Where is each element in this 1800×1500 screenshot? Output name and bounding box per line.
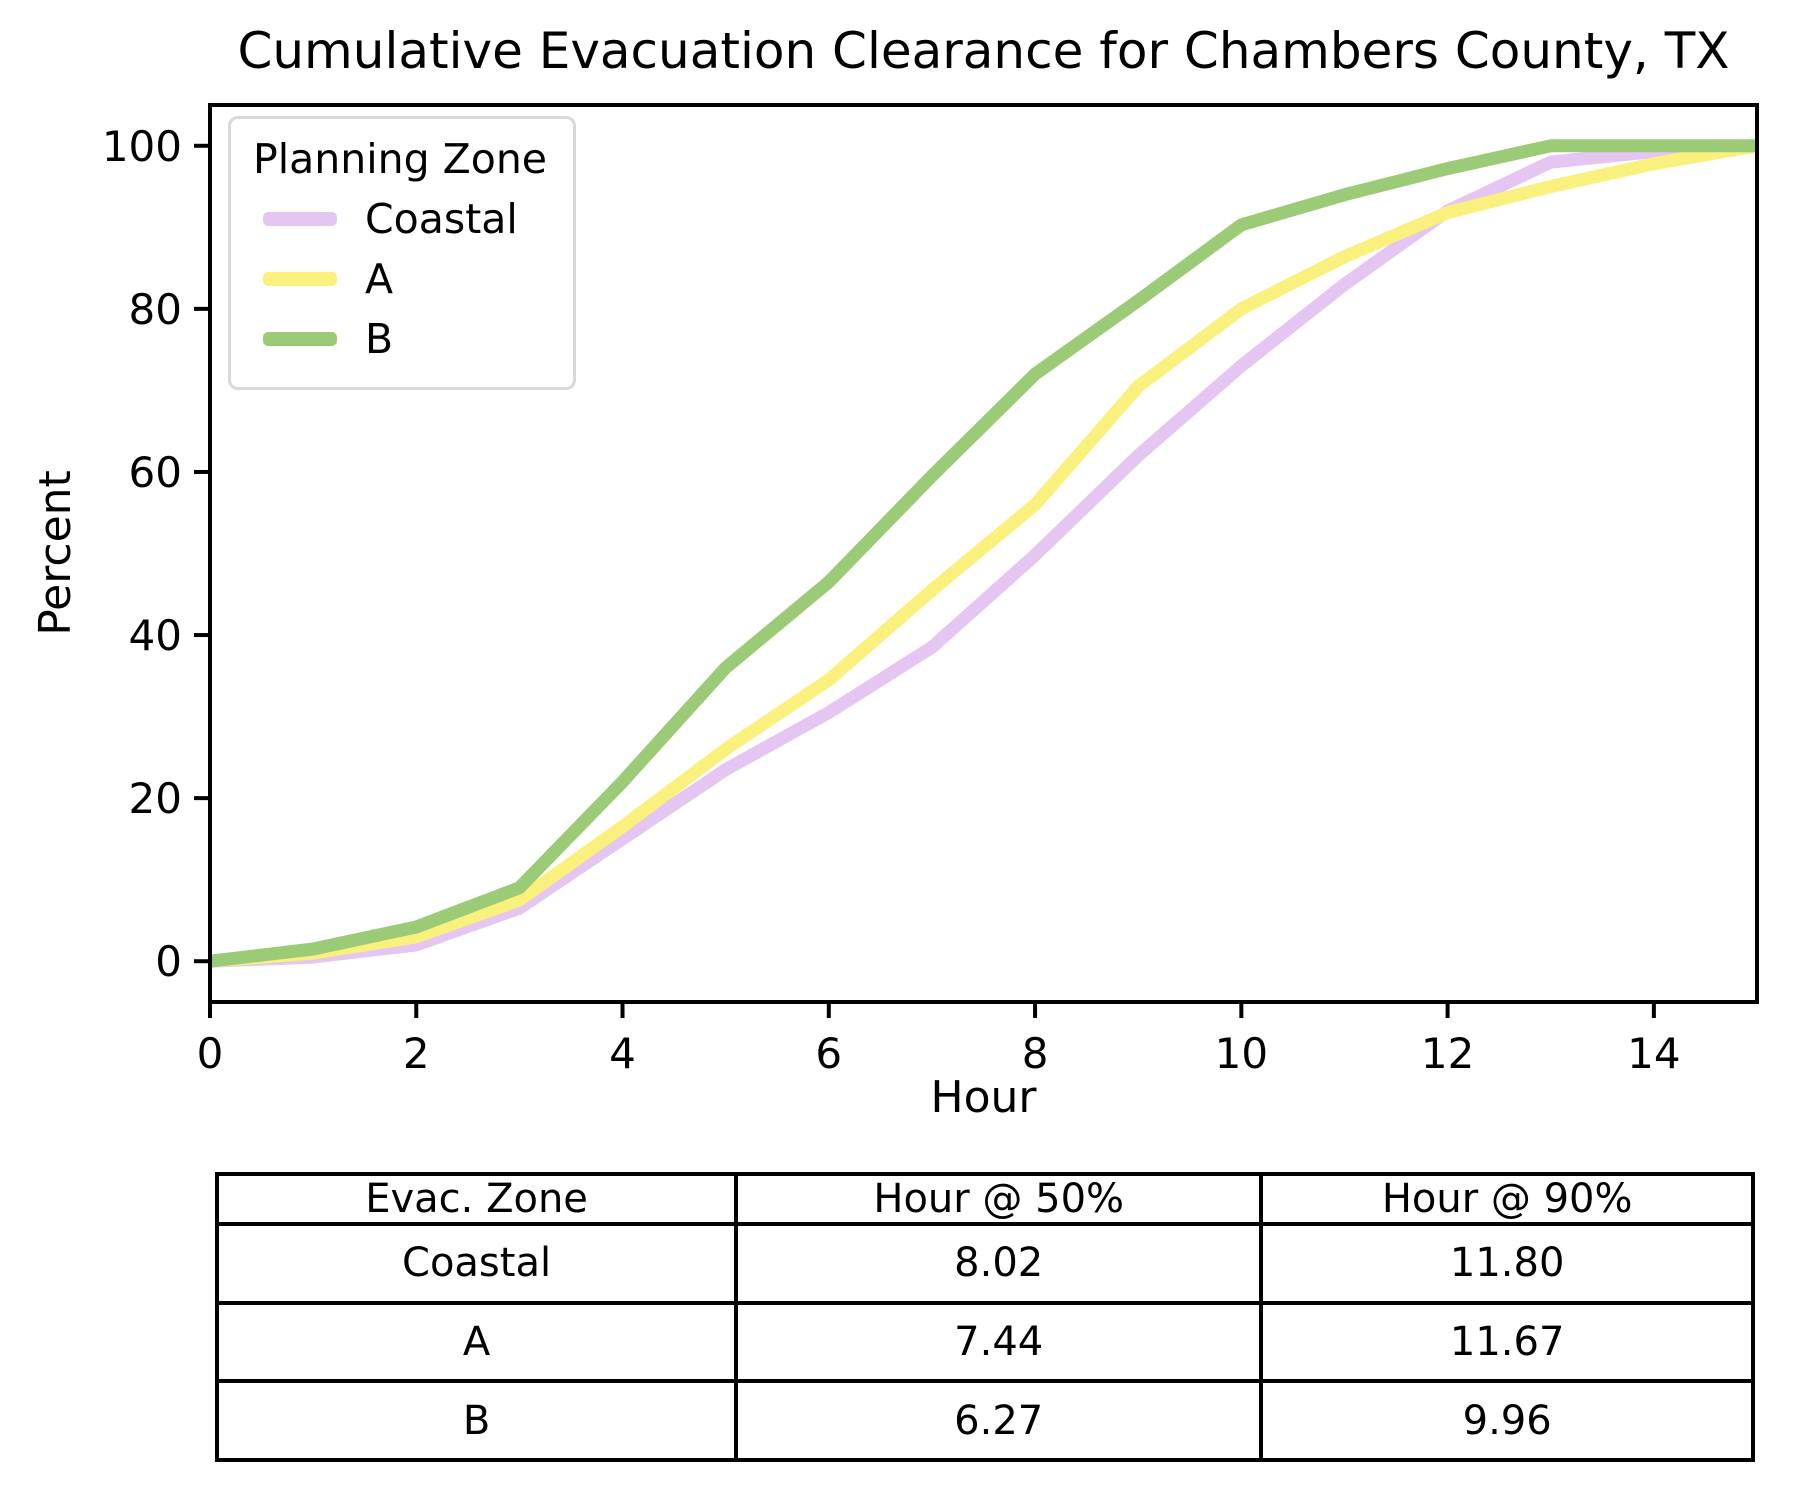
table-cell: A: [214, 1300, 739, 1384]
legend-items: Coastal A B: [253, 189, 547, 369]
legend-title: Planning Zone: [253, 135, 548, 183]
legend-swatch-a: [263, 272, 337, 286]
x-tick-label: 10: [1215, 1029, 1268, 1078]
x-axis-label: Hour: [930, 1072, 1037, 1123]
table-cell: 8.02: [734, 1222, 1264, 1305]
table-header-row: Evac. Zone Hour @ 50% Hour @ 90%: [214, 1172, 1755, 1226]
summary-table: Evac. Zone Hour @ 50% Hour @ 90% Coastal 8.…: [214, 1172, 1755, 1462]
y-tick-label: 60: [129, 448, 182, 497]
legend-item-b: B: [253, 309, 547, 369]
table-row: Coastal 8.02 11.80: [214, 1222, 1755, 1305]
summary-table-head: Evac. Zone Hour @ 50% Hour @ 90%: [214, 1172, 1755, 1226]
summary-table-body: Coastal 8.02 11.80 A 7.44 11.67 B 6.27 9.96: [214, 1222, 1755, 1462]
y-tick-label: 0: [155, 937, 182, 986]
legend-item-a: A: [253, 249, 547, 309]
x-tick-label: 8: [1022, 1029, 1049, 1078]
x-tick-label: 2: [403, 1029, 430, 1078]
y-tick-label: 100: [102, 122, 182, 171]
series-line-coastal: [209, 139, 1758, 968]
x-tick-label: 12: [1421, 1029, 1474, 1078]
y-tick-label: 20: [129, 774, 182, 823]
chart-title: Cumulative Evacuation Clearance for Cham…: [237, 22, 1730, 80]
x-tick-label: 6: [815, 1029, 842, 1078]
table-row: A 7.44 11.67: [214, 1300, 1755, 1384]
legend-label: Coastal: [365, 195, 518, 243]
line-chart-canvas: 0 2 4 6 8 10 12 14 0 20 40 60 80 100: [102, 103, 1759, 1078]
table-cell: 11.80: [1259, 1222, 1755, 1305]
table-row: B 6.27 9.96: [214, 1379, 1755, 1462]
series-line-a: [209, 139, 1759, 968]
legend-label: A: [365, 255, 394, 303]
x-tick-label: 0: [197, 1029, 224, 1078]
legend-swatch-coastal: [263, 212, 337, 226]
series-line-b: [209, 139, 1757, 968]
y-tick-label: 40: [129, 611, 182, 660]
table-cell: 6.27: [734, 1379, 1264, 1462]
legend: Planning Zone Coastal A B: [228, 116, 577, 390]
table-header-cell: Evac. Zone: [214, 1172, 739, 1226]
legend-label: B: [365, 315, 394, 363]
legend-item-coastal: Coastal: [253, 189, 547, 249]
x-tick-label: 4: [609, 1029, 636, 1078]
table-cell: 9.96: [1259, 1379, 1755, 1462]
table-cell: B: [214, 1379, 739, 1462]
x-tick-label: 14: [1627, 1029, 1680, 1078]
y-tick-label: 80: [129, 285, 182, 334]
table-cell: 11.67: [1259, 1300, 1755, 1384]
table-header-cell: Hour @ 90%: [1259, 1172, 1755, 1226]
table-header-cell: Hour @ 50%: [734, 1172, 1264, 1226]
table-cell: Coastal: [214, 1222, 739, 1305]
legend-swatch-b: [263, 332, 337, 346]
axes-spines: [208, 103, 1759, 1004]
table-cell: 7.44: [734, 1300, 1264, 1384]
